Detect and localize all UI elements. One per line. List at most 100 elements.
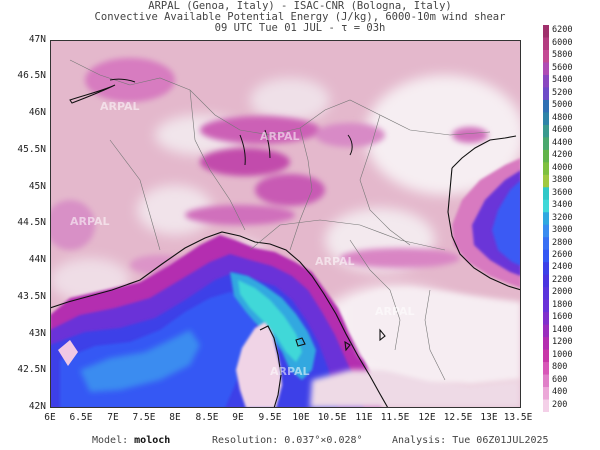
colorbar-label: 200 (552, 399, 568, 410)
colorbar-label: 3600 (552, 187, 573, 198)
colorbar-segment (543, 25, 549, 39)
colorbar-label: 5200 (552, 87, 573, 98)
colorbar-label: 4000 (552, 162, 573, 173)
watermarks: ARPAL ARPAL ARPAL ARPAL ARPAL ARPAL (70, 100, 415, 378)
adriatic-high-cape (452, 158, 521, 288)
colorbar-label: 1800 (552, 299, 573, 310)
colorbar-label: 2400 (552, 262, 573, 273)
lon-label: 12.5E (443, 412, 473, 423)
watermark-arpal: ARPAL (70, 215, 110, 228)
tyrrhenian-high-cape (50, 235, 382, 408)
colorbar-segment (543, 149, 549, 163)
colorbar-label: 1000 (552, 349, 573, 360)
colorbar-label: 2200 (552, 274, 573, 285)
colorbar-segment (543, 399, 549, 412)
footer-resolution: Resolution: 0.037°×0.028° (212, 435, 363, 446)
map-frame (50, 40, 521, 408)
colorbar-label: 5000 (552, 100, 573, 111)
colorbar-segment (543, 262, 549, 276)
colorbar-label: 6000 (552, 37, 573, 48)
lon-label: 11.5E (380, 412, 410, 423)
map-title-line-2: Convective Available Potential Energy (J… (94, 11, 506, 23)
coastlines (50, 135, 521, 408)
lon-label: 10.5E (317, 412, 347, 423)
lon-label: 13.5E (503, 412, 533, 423)
lon-label: 11E (355, 412, 373, 423)
colorbar-label: 2000 (552, 287, 573, 298)
colorbar-label: 5800 (552, 50, 573, 61)
colorbar-label: 1600 (552, 312, 573, 323)
lat-label: 46N (28, 107, 46, 118)
lat-label: 43N (28, 328, 46, 339)
land-low-cape (236, 288, 521, 408)
lon-label: 12E (418, 412, 436, 423)
colorbar-segment (543, 212, 549, 226)
watermark-arpal: ARPAL (270, 365, 310, 378)
lat-label: 47N (28, 34, 46, 45)
colorbar-segment (543, 37, 549, 51)
lon-label: 6E (44, 412, 56, 423)
colorbar-label: 4400 (552, 137, 573, 148)
watermark-arpal: ARPAL (100, 100, 140, 113)
colorbar-label: 4200 (552, 150, 573, 161)
colorbar-segment (543, 49, 549, 64)
lon-label: 9.5E (258, 412, 282, 423)
footer-model: Model: moloch (92, 435, 170, 446)
colorbar-label: 800 (552, 362, 568, 373)
lon-label: 9E (232, 412, 244, 423)
colorbar-label: 3400 (552, 200, 573, 210)
colorbar-segment (543, 187, 549, 201)
colorbar-segment (543, 199, 549, 213)
colorbar-segment (543, 124, 549, 138)
watermark-arpal: ARPAL (375, 305, 415, 318)
colorbar-label: 3000 (552, 225, 573, 235)
colorbar-segment (543, 237, 549, 251)
lat-label: 45N (28, 181, 46, 192)
colorbar-label: 3200 (552, 212, 573, 223)
colorbar-label: 6200 (552, 25, 573, 36)
colorbar-label: 400 (552, 387, 568, 398)
map-title-line-3: 09 UTC Tue 01 JUL - τ = 03h (214, 22, 386, 34)
lat-label: 42.5N (17, 364, 46, 375)
analysis-value: Tue 06Z01JUL2025 (452, 435, 549, 446)
colorbar-segment (543, 349, 549, 363)
colorbar-label: 1200 (552, 337, 573, 348)
lat-label: 45.5N (17, 144, 46, 155)
colorbar-segment (543, 112, 549, 126)
lat-label: 44N (28, 254, 46, 265)
lon-label: 13E (480, 412, 498, 423)
colorbar-segment (543, 362, 549, 376)
colorbar-segment (543, 224, 549, 238)
lon-label: 7.5E (132, 412, 156, 423)
lat-label: 42N (28, 401, 46, 412)
resolution-label: Resolution: (212, 435, 279, 446)
colorbar-label: 2800 (552, 237, 573, 248)
colorbar-label: 5600 (552, 62, 573, 73)
colorbar (543, 25, 549, 412)
colorbar-segment (543, 74, 549, 89)
colorbar-segment (543, 99, 549, 113)
resolution-value: 0.037°×0.028° (284, 435, 363, 446)
colorbar-segment (543, 299, 549, 313)
colorbar-label: 4800 (552, 112, 573, 123)
colorbar-segment (543, 387, 549, 401)
lon-label: 7E (107, 412, 119, 423)
colorbar-segment (543, 162, 549, 176)
regional-borders (69, 59, 491, 381)
map-title-line-1: ARPAL (Genoa, Italy) - ISAC-CNR (Bologna… (148, 0, 452, 12)
footer-analysis: Analysis: Tue 06Z01JUL2025 (392, 435, 549, 446)
watermark-arpal: ARPAL (260, 130, 300, 143)
colorbar-segment (543, 287, 549, 301)
colorbar-label: 3800 (552, 175, 573, 185)
cape-map: ARPAL ARPAL ARPAL ARPAL ARPAL ARPAL (50, 40, 521, 408)
colorbar-segment (543, 137, 549, 151)
colorbar-segment (543, 324, 549, 338)
lon-label: 8.5E (195, 412, 219, 423)
lon-label: 8E (169, 412, 181, 423)
lat-label: 43.5N (17, 291, 46, 302)
model-label: Model: (92, 435, 129, 446)
colorbar-segment (543, 374, 549, 388)
colorbar-segment (543, 337, 549, 351)
colorbar-label: 1400 (552, 324, 573, 335)
colorbar-segment (543, 174, 549, 188)
